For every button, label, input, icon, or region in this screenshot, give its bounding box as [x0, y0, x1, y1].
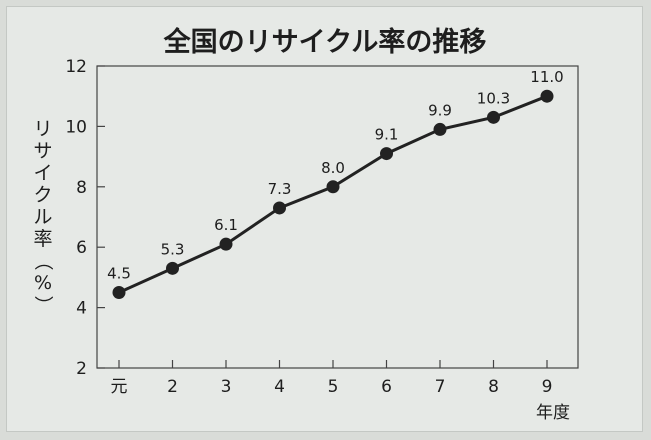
y-axis-label-char: （ [32, 251, 54, 270]
y-tick-label: 12 [65, 57, 87, 77]
data-label: 9.1 [375, 126, 399, 144]
y-tick-label: 10 [65, 117, 87, 137]
chart-svg: 全国のリサイクル率の推移 2 4 6 8 10 12 元 2 3 4 5 6 7 8 9 リサイクル率（%… [32, 26, 579, 423]
data-point [540, 89, 554, 103]
x-tick-label: 3 [221, 377, 232, 397]
data-label: 4.5 [107, 265, 131, 283]
data-point [273, 201, 286, 215]
data-labels: 4.5 5.3 6.1 7.3 8.0 9.1 9.9 10.3 11.0 [107, 68, 564, 282]
series-line [118, 94, 548, 294]
y-axis-label-char: ル [33, 206, 52, 228]
y-axis-label-char: ク [33, 184, 52, 206]
chart-title: 全国のリサイクル率の推移 [163, 26, 487, 58]
data-label: 9.9 [428, 101, 452, 119]
x-tick-label: 9 [542, 377, 553, 397]
data-points [112, 89, 554, 299]
plot-area [96, 65, 579, 369]
x-axis-label: 年度 [536, 403, 570, 423]
x-tick-label: 4 [274, 377, 285, 397]
x-tick-label: 元 [111, 377, 128, 397]
y-axis-label: リサイクル率（%） [32, 118, 54, 315]
y-axis-label-char: 率 [33, 228, 52, 250]
y-tick-label: 6 [76, 238, 87, 258]
x-tick-label: 6 [381, 377, 392, 397]
data-point [433, 122, 447, 136]
x-tick-label: 8 [488, 377, 499, 397]
y-axis: 2 4 6 8 10 12 [65, 57, 105, 379]
y-axis-label-char: サ [33, 140, 52, 162]
y-axis-label-char: リ [33, 118, 52, 140]
y-tick-label: 8 [76, 178, 87, 198]
data-label: 7.3 [268, 180, 292, 198]
x-tick-label: 7 [435, 377, 446, 397]
data-label: 10.3 [477, 89, 510, 107]
x-tick-label: 2 [167, 377, 178, 397]
data-label: 8.0 [321, 159, 345, 177]
y-axis-label-char: % [34, 272, 52, 294]
y-tick-label: 2 [76, 359, 87, 379]
data-point [380, 147, 393, 161]
data-point [166, 261, 179, 275]
data-point [219, 237, 233, 251]
y-axis-label-char: ） [32, 295, 54, 314]
data-point [487, 110, 500, 124]
data-label: 6.1 [214, 216, 238, 234]
y-axis-label-char: イ [33, 162, 52, 184]
data-label: 11.0 [530, 68, 563, 86]
x-axis: 元 2 3 4 5 6 7 8 9 [111, 360, 553, 397]
data-point [326, 180, 340, 194]
data-label: 5.3 [161, 240, 185, 258]
y-tick-label: 4 [76, 299, 87, 319]
data-point [112, 286, 126, 299]
x-tick-label: 5 [328, 377, 339, 397]
chart-frame: 全国のリサイクル率の推移 2 4 6 8 10 12 元 2 3 4 5 6 7 8 9 リサイクル率（%… [6, 6, 643, 432]
